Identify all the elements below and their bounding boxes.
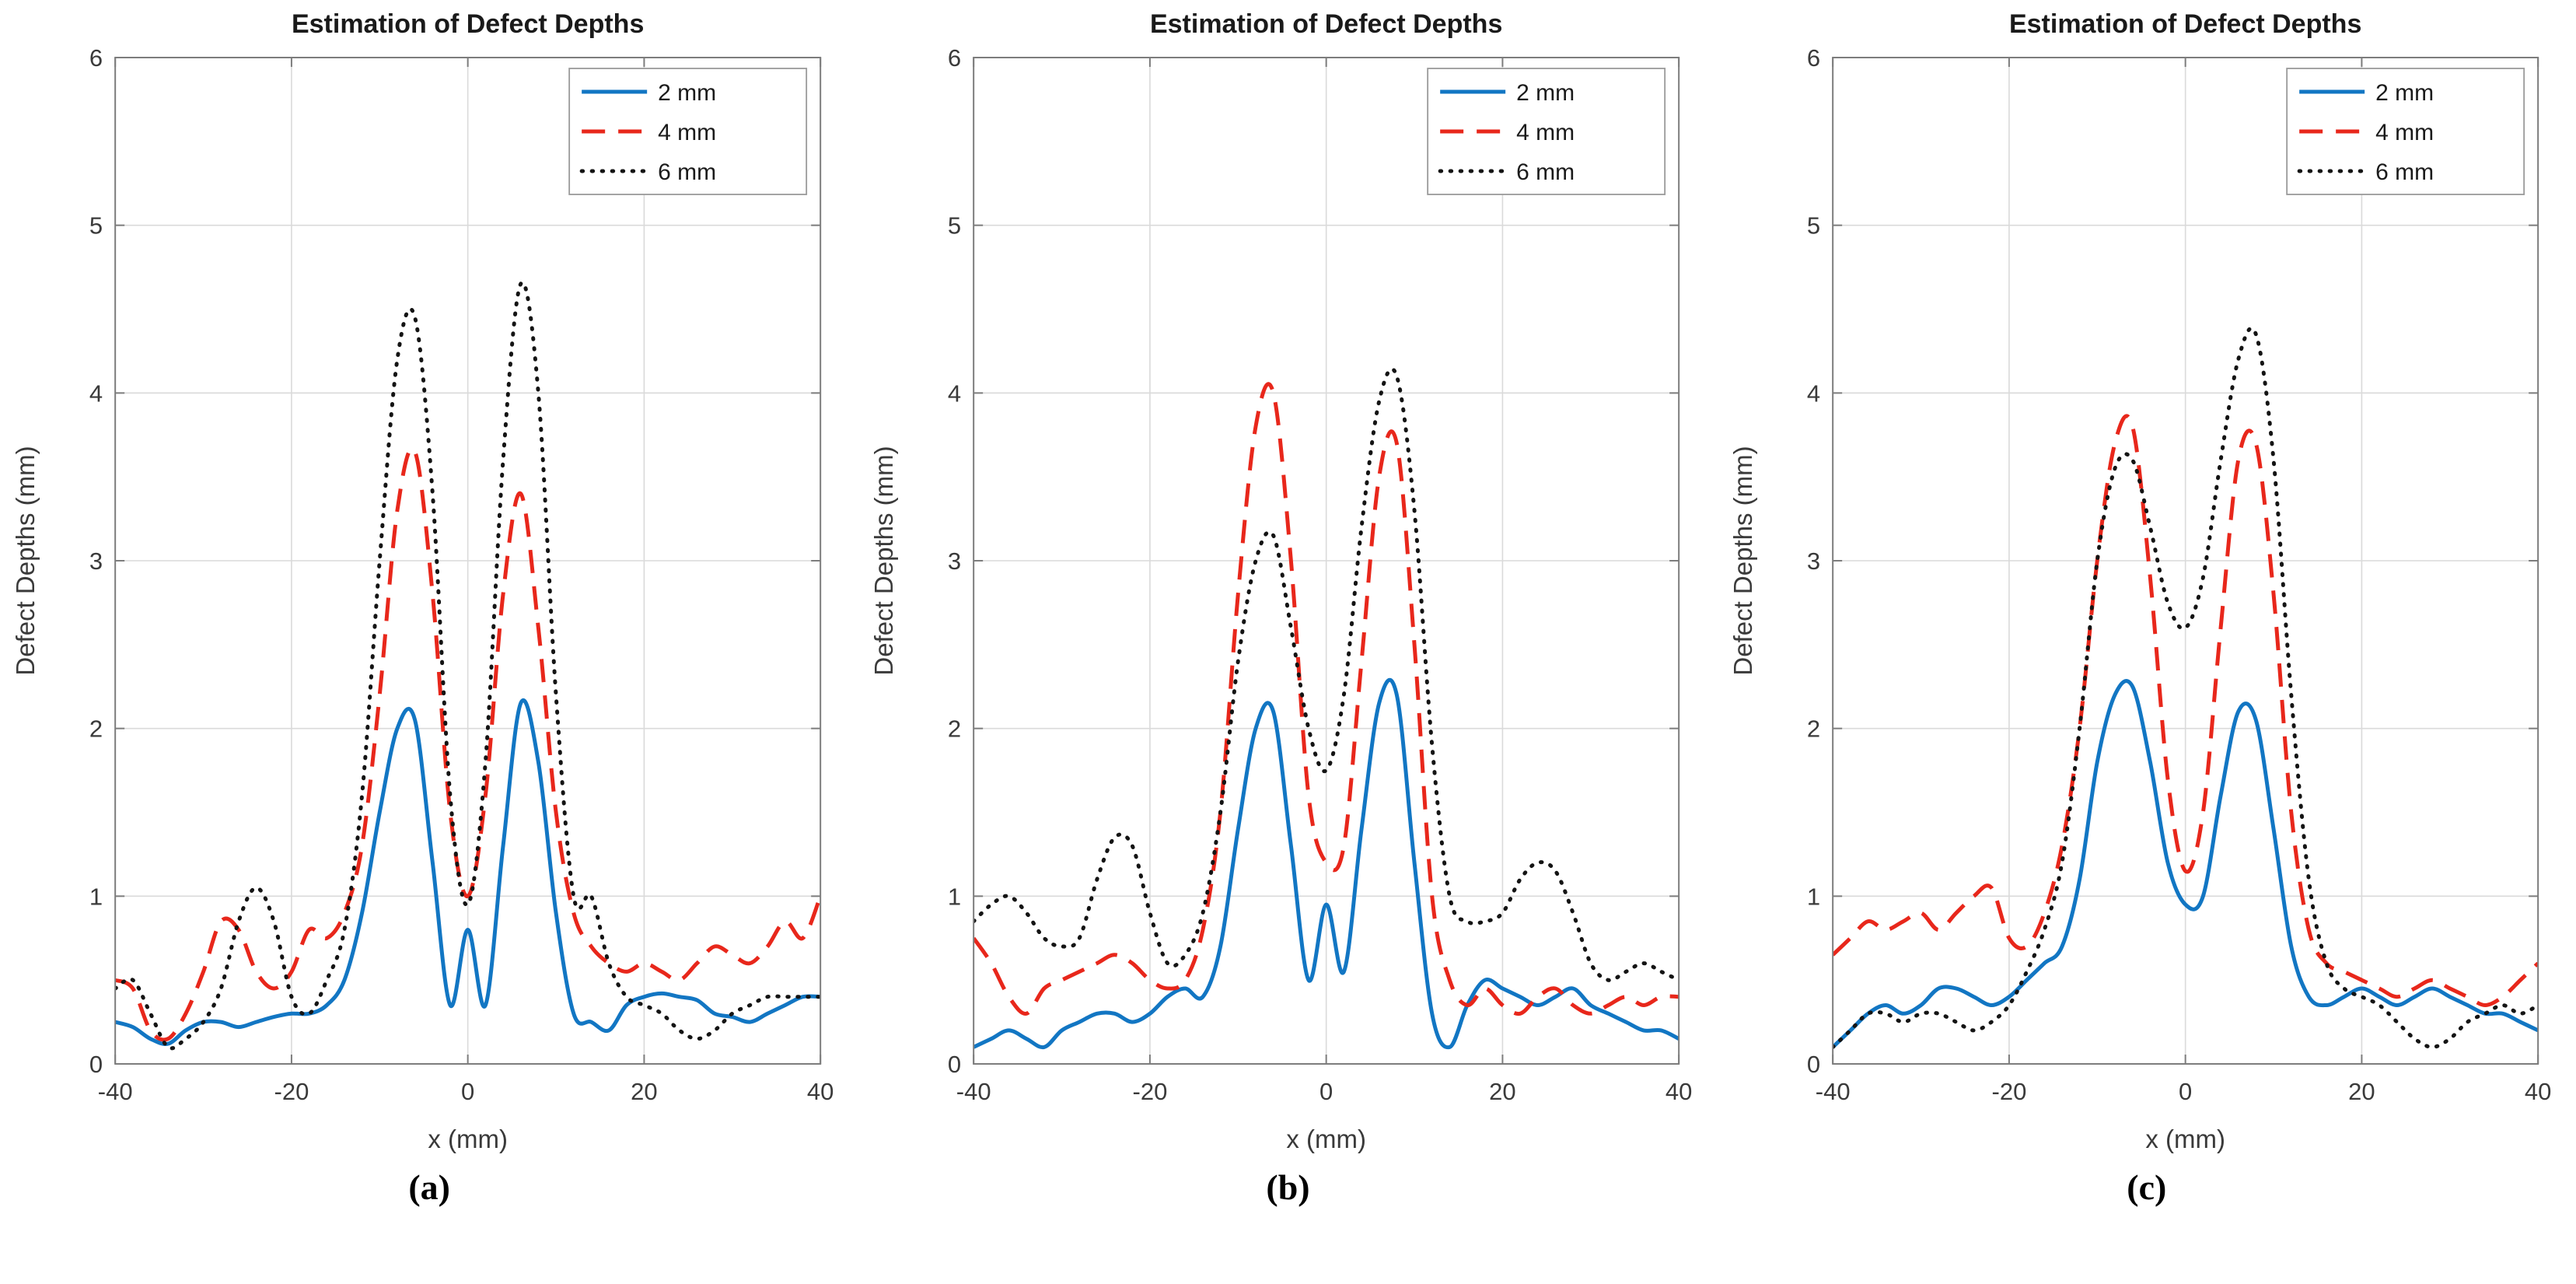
y-axis-label: Defect Depths (mm) bbox=[11, 446, 40, 675]
series-line-4mm bbox=[973, 382, 1679, 1016]
x-tick-label: 0 bbox=[461, 1078, 474, 1105]
y-axis-label: Defect Depths (mm) bbox=[869, 446, 898, 675]
series-line-2mm bbox=[1832, 679, 2538, 1049]
y-axis-label: Defect Depths (mm) bbox=[1728, 446, 1757, 675]
chart-svg-(b): -40 -20 0 20 40 0 1 2 3 4 5 6 Estimation of Defect D… bbox=[869, 9, 1692, 1153]
x-tick-label: 20 bbox=[631, 1078, 657, 1105]
y-tick-label: 3 bbox=[1807, 548, 1820, 575]
chart-svg-(c): -40 -20 0 20 40 0 1 2 3 4 5 6 Estimation of Defect D… bbox=[1728, 9, 2551, 1153]
y-tick-label: 5 bbox=[89, 212, 103, 240]
y-tick-label: 4 bbox=[948, 380, 961, 407]
y-tick-label: 1 bbox=[1807, 883, 1820, 910]
series-line-2mm bbox=[973, 677, 1679, 1050]
x-tick-label: -20 bbox=[274, 1078, 309, 1105]
legend: 2 mm 4 mm 6 mm bbox=[1427, 68, 1666, 195]
legend-label: 2 mm bbox=[658, 80, 716, 106]
legend-label: 4 mm bbox=[658, 120, 716, 145]
series-line-4mm bbox=[115, 446, 821, 1042]
legend-label: 4 mm bbox=[1516, 120, 1575, 145]
x-axis-label: x (mm) bbox=[428, 1125, 508, 1153]
y-tick-label: 6 bbox=[89, 44, 103, 72]
y-tick-label: 3 bbox=[89, 548, 103, 575]
x-tick-label: -40 bbox=[956, 1078, 991, 1105]
y-tick-label: 0 bbox=[1807, 1051, 1820, 1078]
x-tick-label: 40 bbox=[2525, 1078, 2551, 1105]
chart-panel-c: -40 -20 0 20 40 0 1 2 3 4 5 6 Estimation of Defect D… bbox=[1718, 0, 2576, 1284]
x-axis-label: x (mm) bbox=[1287, 1125, 1367, 1153]
x-axis-label: x (mm) bbox=[2145, 1125, 2225, 1153]
chart-c: -40 -20 0 20 40 0 1 2 3 4 5 6 Estimation of Defect D… bbox=[1718, 0, 2576, 1167]
series-line-4mm bbox=[1832, 414, 2538, 1007]
x-tick-label: 0 bbox=[2179, 1078, 2192, 1105]
x-tick-label: -20 bbox=[1133, 1078, 1168, 1105]
y-tick-label: 2 bbox=[89, 715, 103, 743]
y-tick-label: 5 bbox=[1807, 212, 1820, 240]
chart-title: Estimation of Defect Depths bbox=[292, 9, 644, 39]
y-tick-label: 0 bbox=[89, 1051, 103, 1078]
x-tick-label: -40 bbox=[1815, 1078, 1850, 1105]
y-tick-label: 2 bbox=[948, 715, 961, 743]
y-tick-label: 5 bbox=[948, 212, 961, 240]
series-line-2mm bbox=[115, 698, 821, 1046]
y-tick-label: 4 bbox=[89, 380, 103, 407]
chart-a: -40 -20 0 20 40 0 1 2 3 4 5 6 Estimation of Defect D… bbox=[0, 0, 858, 1167]
legend-label: 6 mm bbox=[1516, 159, 1575, 185]
legend-label: 6 mm bbox=[658, 159, 716, 185]
y-tick-label: 1 bbox=[948, 883, 961, 910]
y-tick-label: 0 bbox=[948, 1051, 961, 1078]
x-tick-label: 40 bbox=[1665, 1078, 1692, 1105]
y-tick-label: 4 bbox=[1807, 380, 1820, 407]
chart-svg-(a): -40 -20 0 20 40 0 1 2 3 4 5 6 Estimation of Defect D… bbox=[11, 9, 834, 1153]
chart-title: Estimation of Defect Depths bbox=[2009, 9, 2361, 39]
series-line-6mm bbox=[115, 280, 821, 1051]
series-line-6mm bbox=[1832, 326, 2538, 1049]
y-tick-label: 3 bbox=[948, 548, 961, 575]
x-tick-label: 20 bbox=[2348, 1078, 2375, 1105]
x-tick-label: 40 bbox=[807, 1078, 834, 1105]
legend-box bbox=[568, 68, 808, 195]
series-line-6mm bbox=[973, 366, 1679, 982]
legend: 2 mm 4 mm 6 mm bbox=[568, 68, 808, 195]
y-tick-label: 6 bbox=[1807, 44, 1820, 72]
chart-panel-a: -40 -20 0 20 40 0 1 2 3 4 5 6 Estimation of Defect D… bbox=[0, 0, 858, 1284]
y-tick-label: 2 bbox=[1807, 715, 1820, 743]
legend-box bbox=[1427, 68, 1666, 195]
x-tick-label: -40 bbox=[98, 1078, 133, 1105]
y-tick-label: 6 bbox=[948, 44, 961, 72]
x-tick-label: -20 bbox=[1991, 1078, 2026, 1105]
chart-title: Estimation of Defect Depths bbox=[1150, 9, 1502, 39]
legend: 2 mm 4 mm 6 mm bbox=[2285, 68, 2525, 195]
legend-label: 6 mm bbox=[2375, 159, 2434, 185]
chart-panel-b: -40 -20 0 20 40 0 1 2 3 4 5 6 Estimation of Defect D… bbox=[858, 0, 1717, 1284]
y-tick-label: 1 bbox=[89, 883, 103, 910]
legend-box bbox=[2285, 68, 2525, 195]
legend-label: 2 mm bbox=[1516, 80, 1575, 106]
x-tick-label: 0 bbox=[1319, 1078, 1333, 1105]
chart-b: -40 -20 0 20 40 0 1 2 3 4 5 6 Estimation of Defect D… bbox=[858, 0, 1717, 1167]
legend-label: 2 mm bbox=[2375, 80, 2434, 106]
caption-b: (b) bbox=[1266, 1167, 1310, 1207]
legend-label: 4 mm bbox=[2375, 120, 2434, 145]
caption-c: (c) bbox=[2127, 1167, 2167, 1207]
x-tick-label: 20 bbox=[1490, 1078, 1516, 1105]
caption-a: (a) bbox=[408, 1167, 450, 1207]
